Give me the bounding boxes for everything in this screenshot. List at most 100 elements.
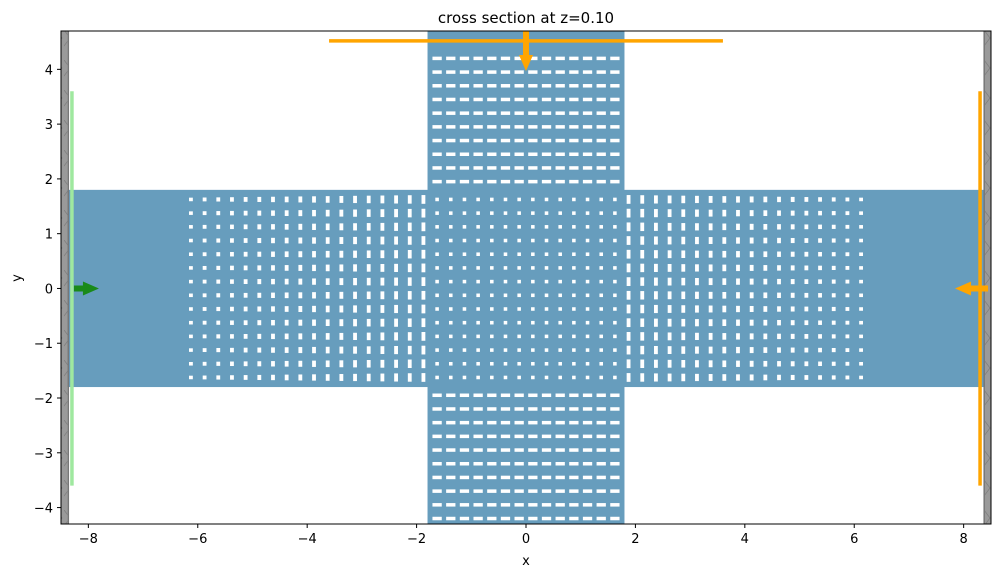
hole [558, 293, 562, 298]
hole [284, 374, 289, 381]
hole [640, 359, 645, 369]
hole [599, 197, 603, 202]
hole [613, 225, 617, 229]
hole [572, 211, 576, 215]
hole [626, 318, 631, 328]
hole [298, 305, 303, 313]
hole [763, 374, 768, 381]
hole [394, 250, 398, 259]
hole [476, 238, 480, 243]
hole [749, 360, 754, 367]
hole [380, 195, 385, 204]
hole [558, 197, 562, 202]
hole [845, 293, 850, 298]
hole [353, 346, 357, 354]
hole [626, 208, 631, 218]
hole [421, 318, 426, 328]
hole [202, 375, 207, 380]
hole [558, 375, 562, 380]
hole [804, 265, 809, 271]
hole [528, 97, 538, 102]
hole [284, 319, 289, 326]
hole [339, 195, 344, 203]
hole [476, 334, 480, 339]
hole [736, 292, 740, 299]
hole [541, 489, 552, 493]
hole [432, 461, 442, 466]
hole [284, 196, 289, 203]
hole [517, 197, 521, 202]
hole [596, 125, 606, 129]
hole [243, 265, 248, 271]
hole [777, 251, 781, 257]
hole [528, 111, 538, 115]
hole [541, 125, 552, 129]
hole [312, 319, 316, 326]
chart-title: cross section at z=0.10 [438, 9, 614, 27]
hole [640, 249, 645, 259]
hole [569, 516, 579, 521]
hole [517, 293, 521, 298]
hole [790, 196, 795, 202]
hole [446, 489, 456, 493]
hole [582, 420, 593, 425]
hole [189, 197, 193, 202]
hole [243, 320, 248, 326]
hole [845, 361, 850, 366]
x-tick-label: 2 [631, 532, 639, 547]
hole [312, 264, 316, 272]
hole [818, 265, 822, 271]
hole [421, 359, 426, 369]
hole [473, 125, 483, 129]
hole [503, 334, 508, 339]
hole [459, 166, 470, 170]
hole [462, 348, 467, 352]
hole [831, 306, 836, 312]
hole [749, 278, 754, 285]
y-tick-label: −2 [34, 392, 53, 407]
hole [681, 305, 686, 313]
y-tick-label: 4 [45, 63, 53, 78]
hole [569, 461, 579, 466]
hole [585, 348, 590, 352]
hole [230, 306, 234, 312]
y-axis-label: y [10, 274, 25, 282]
hole [667, 263, 672, 272]
hole [284, 333, 289, 340]
hole [487, 179, 497, 184]
hole [610, 152, 620, 157]
hole [312, 237, 316, 244]
hole [722, 291, 727, 299]
hole [487, 461, 497, 466]
hole [339, 332, 344, 340]
hole [528, 448, 538, 452]
hole [490, 375, 494, 380]
hole [749, 305, 754, 313]
hole [544, 279, 549, 284]
hole [487, 516, 497, 521]
hole [845, 252, 850, 257]
hole [243, 224, 248, 230]
hole [325, 196, 330, 203]
hole [763, 265, 768, 271]
hole [749, 210, 754, 217]
hole [585, 307, 590, 311]
hole [667, 291, 672, 300]
hole [708, 264, 713, 272]
hole [790, 333, 795, 339]
hole [599, 293, 603, 298]
hole [432, 84, 442, 88]
hole [708, 319, 713, 327]
hole [407, 236, 412, 245]
hole [189, 307, 193, 311]
hole [462, 375, 467, 380]
hole [487, 111, 497, 115]
hole [449, 211, 453, 215]
hole [555, 166, 565, 170]
hole [681, 236, 686, 245]
hole [626, 345, 631, 355]
hole [202, 224, 207, 229]
hole [202, 238, 207, 243]
hole [541, 407, 552, 411]
hole [189, 361, 193, 366]
